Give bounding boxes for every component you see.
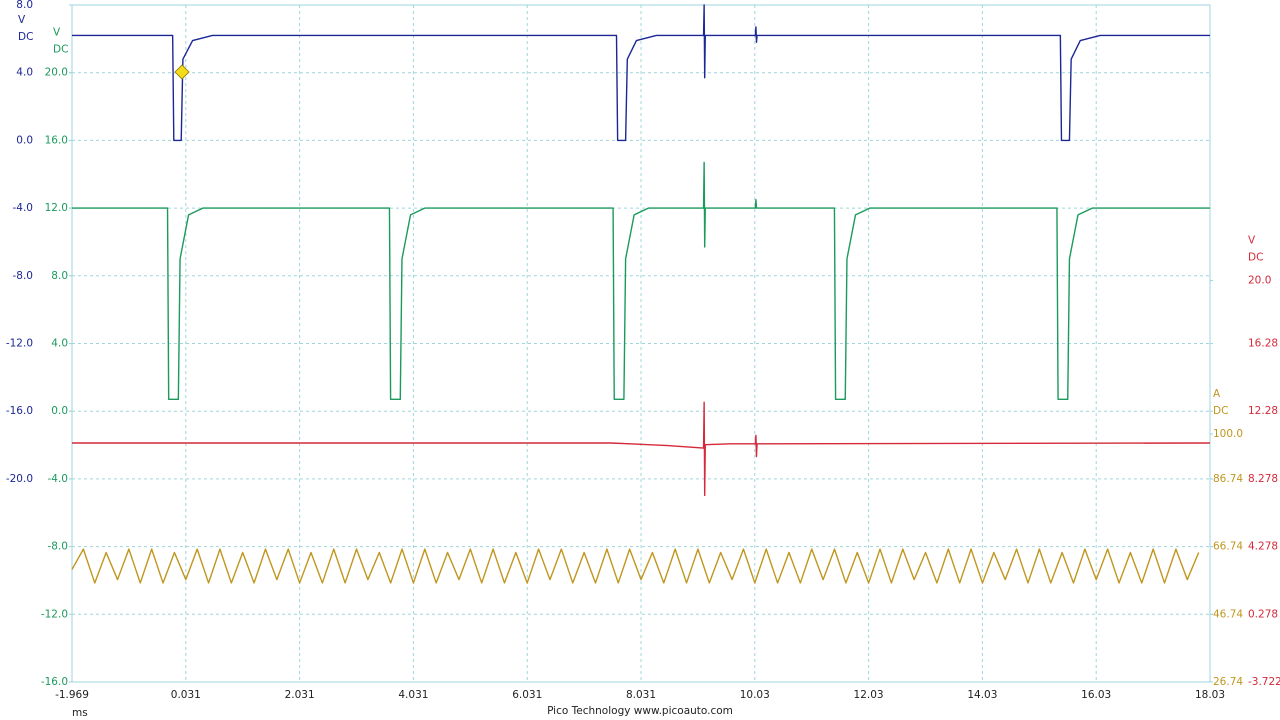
- y-tick-label: -3.722: [1248, 676, 1280, 688]
- x-tick-label: 6.031: [512, 689, 542, 701]
- x-tick-label: 14.03: [967, 689, 997, 701]
- y-tick-label: 4.0: [51, 338, 68, 350]
- y-tick-label: 4.0: [16, 67, 33, 79]
- traces: [71, 4, 1211, 584]
- y-tick-label: 4.278: [1248, 541, 1278, 553]
- axis-coupling: DC: [18, 31, 33, 43]
- y-tick-label: 8.0: [16, 0, 33, 11]
- x-tick-label: 4.031: [398, 689, 428, 701]
- y-tick-label: 0.0: [16, 134, 33, 146]
- y-tick-label: 0.278: [1248, 608, 1278, 620]
- y-tick-label: 20.0: [1248, 275, 1271, 287]
- y-tick-label: 46.74: [1213, 608, 1243, 620]
- x-axis-label: ms: [72, 707, 88, 719]
- y-tick-label: -16.0: [41, 676, 68, 688]
- x-tick-label: 18.03: [1195, 689, 1225, 701]
- x-tick-label: 2.031: [285, 689, 315, 701]
- grid: [71, 5, 1211, 683]
- y-tick-label: 66.74: [1213, 541, 1243, 553]
- trace: [72, 4, 1210, 142]
- y-tick-label: -12.0: [6, 338, 33, 350]
- trigger-marker: [174, 64, 190, 80]
- x-tick-label: 0.031: [171, 689, 201, 701]
- y-tick-label: -16.0: [6, 405, 33, 417]
- y-tick-label: -8.0: [48, 541, 69, 553]
- axis-unit: V: [18, 14, 26, 26]
- trace: [72, 401, 1211, 497]
- axis-unit: V: [1248, 235, 1256, 247]
- y-tick-label: 8.278: [1248, 473, 1278, 485]
- axis-coupling: DC: [1248, 252, 1263, 264]
- y-tick-label: -8.0: [13, 270, 34, 282]
- y-tick-label: 8.0: [51, 270, 68, 282]
- trace: [71, 548, 1200, 584]
- y-tick-label: 16.0: [45, 134, 68, 146]
- y-tick-label: -20.0: [6, 473, 33, 485]
- y-tick-label: 16.28: [1248, 337, 1278, 349]
- y-tick-label: -4.0: [13, 202, 34, 214]
- axis-unit: A: [1213, 388, 1221, 400]
- y-tick-label: 0.0: [51, 405, 68, 417]
- y-tick-label: -4.0: [48, 473, 69, 485]
- y-tick-label: -12.0: [41, 608, 68, 620]
- x-tick-label: 8.031: [626, 689, 656, 701]
- x-tick-label: 16.03: [1081, 689, 1111, 701]
- x-tick-label: 10.03: [740, 689, 770, 701]
- axis-coupling: DC: [53, 44, 68, 56]
- y-tick-label: 26.74: [1213, 676, 1243, 688]
- y-tick-label: 12.28: [1248, 405, 1278, 417]
- y-tick-label: 86.74: [1213, 473, 1243, 485]
- x-tick-label: -1.969: [55, 689, 89, 701]
- axis-unit: V: [53, 27, 61, 39]
- y-tick-label: 100.0: [1213, 428, 1243, 440]
- footer: Pico Technology www.picoauto.com: [547, 705, 733, 717]
- x-tick-label: 12.03: [854, 689, 884, 701]
- trace: [72, 161, 1210, 401]
- axis-coupling: DC: [1213, 405, 1228, 417]
- y-tick-label: 12.0: [45, 202, 68, 214]
- y-tick-label: 20.0: [45, 67, 68, 79]
